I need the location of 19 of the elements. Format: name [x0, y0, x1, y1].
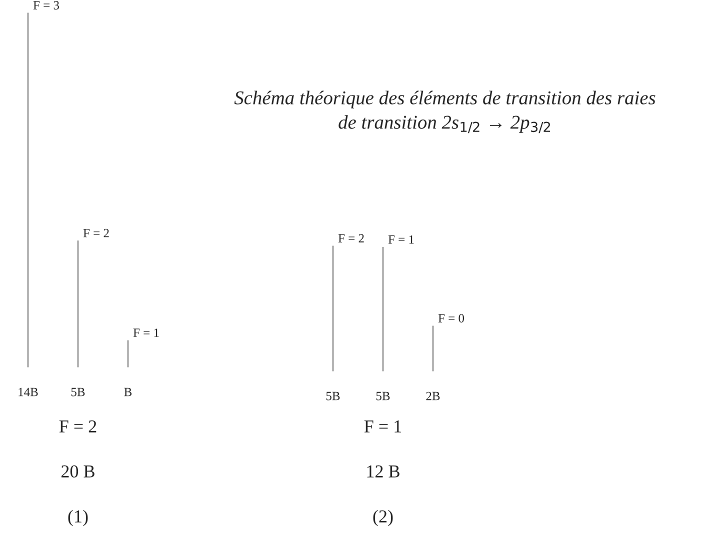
text: 12 B — [367, 465, 400, 478]
chart-title: Schéma théorique des éléments de transition des raies de transition 2s$_{1/2}$ → 2p$_{3/2}$ — [234, 90, 656, 134]
x-tick-label: 5B — [326, 392, 340, 400]
annotation: F = 1 — [133, 328, 159, 337]
text: F = 2 — [59, 420, 96, 432]
annotation: F = 0 — [438, 314, 464, 322]
x-tick-label: 5B — [376, 392, 390, 400]
text: F = 3 — [33, 1, 60, 10]
text: (2) — [373, 510, 393, 526]
text: 20 B — [61, 465, 94, 478]
text: F = 1 — [364, 420, 402, 432]
x-tick-label: 5B — [71, 388, 85, 396]
text: F = 1 — [388, 235, 414, 244]
x-tick-label: B — [124, 388, 132, 396]
annotation: F = 2 — [83, 228, 109, 238]
x-tick-label: 14B — [18, 388, 38, 396]
text: (1) — [68, 510, 88, 526]
text: F = 2 — [338, 234, 364, 242]
x-tick-label: 2B — [426, 392, 440, 400]
